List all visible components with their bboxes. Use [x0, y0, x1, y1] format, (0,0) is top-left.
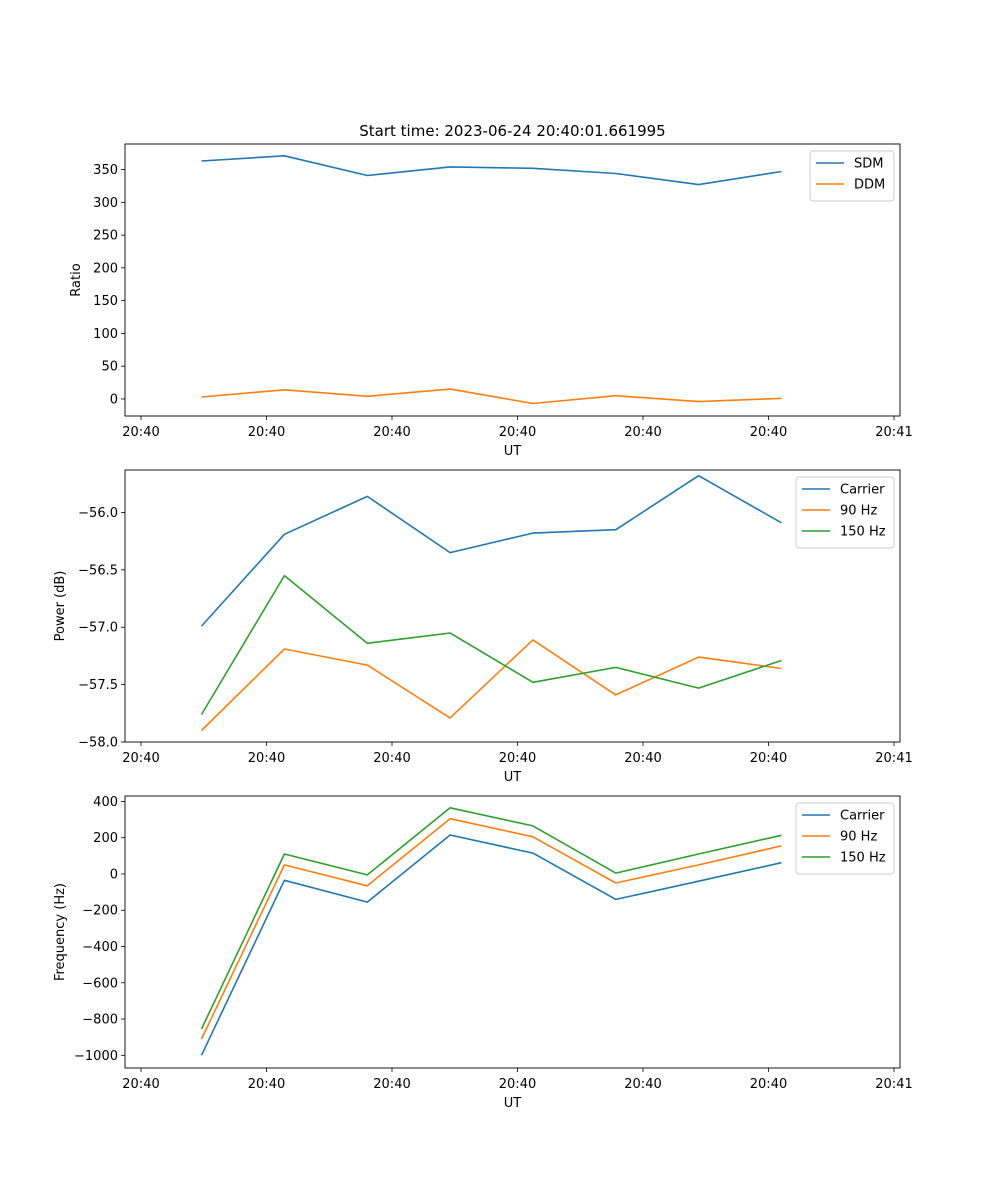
x-tick-label: 20:41 [875, 751, 912, 766]
y-axis-label: Power (dB) [53, 571, 68, 642]
plot-frame [124, 143, 901, 417]
x-tick-label: 20:40 [122, 751, 159, 766]
x-tick-label: 20:40 [499, 425, 536, 440]
x-tick-label: 20:40 [750, 425, 787, 440]
series-line-ddm [201, 388, 782, 405]
x-tick-label: 20:41 [875, 1077, 912, 1092]
y-tick-label: 350 [93, 163, 118, 178]
legend: Carrier 90 Hz 150 Hz [795, 476, 895, 549]
x-tick-label: 20:41 [875, 425, 912, 440]
x-tick-label: 20:40 [122, 1077, 159, 1092]
y-tick-label: −600 [82, 976, 118, 991]
series-line-sdm [201, 155, 782, 186]
y-tick-label: −400 [82, 940, 118, 955]
plot-frame [124, 795, 901, 1069]
legend-label: DDM [854, 178, 885, 193]
chart-panel-1: Start time: 2023-06-24 20:40:01.661995 0 5… [69, 122, 913, 459]
chart-panel-2: −58.0 −57.5 −57.0 −56.5 −56.0 20:40 20:40 20:40… [53, 469, 913, 785]
y-tick-label: −1000 [74, 1049, 118, 1064]
x-tick-label: 20:40 [750, 1077, 787, 1092]
y-tick-label: −57.5 [78, 678, 118, 693]
x-tick-label: 20:40 [624, 425, 661, 440]
legend-label: 90 Hz [840, 504, 877, 519]
y-tick-label: 200 [93, 261, 118, 276]
x-tick-label: 20:40 [499, 751, 536, 766]
y-tick-label: 400 [93, 795, 118, 810]
y-tick-label: −56.5 [78, 563, 118, 578]
legend-label: Carrier [840, 483, 885, 498]
x-axis-label: UT [504, 444, 522, 459]
y-tick-label: 300 [93, 196, 118, 211]
legend: SDM DDM [809, 150, 895, 202]
x-tick-label: 20:40 [248, 1077, 285, 1092]
y-tick-label: −58.0 [78, 736, 118, 751]
x-tick-label: 20:40 [248, 425, 285, 440]
x-axis-label: UT [504, 1096, 522, 1111]
x-axis-label: UT [504, 770, 522, 785]
y-tick-label: −57.0 [78, 621, 118, 636]
series-line-90-hz [200, 639, 782, 732]
y-axis-label: Frequency (Hz) [53, 883, 68, 981]
x-tick-label: 20:40 [248, 751, 285, 766]
series-line-carrier [200, 474, 782, 627]
y-tick-label: 150 [93, 294, 118, 309]
series-line-carrier [200, 834, 782, 1056]
x-tick-label: 20:40 [373, 751, 410, 766]
x-tick-label: 20:40 [373, 1077, 410, 1092]
series-line-150-hz [200, 574, 782, 715]
y-tick-label: 0 [110, 392, 118, 407]
y-tick-label: −800 [82, 1013, 118, 1028]
legend: Carrier 90 Hz 150 Hz [795, 802, 895, 875]
x-tick-label: 20:40 [750, 751, 787, 766]
x-tick-label: 20:40 [624, 1077, 661, 1092]
y-tick-label: 200 [93, 831, 118, 846]
y-tick-label: 100 [93, 327, 118, 342]
y-tick-label: −200 [82, 904, 118, 919]
chart-panel-3: −1000 −800 −600 −400 −200 0 200 400 20:40 20:40 20… [53, 795, 913, 1111]
series-line-90-hz [200, 817, 782, 1040]
y-tick-label: 0 [110, 867, 118, 882]
y-tick-label: 250 [93, 229, 118, 244]
y-tick-label: 50 [101, 360, 118, 375]
y-tick-label: −56.0 [78, 506, 118, 521]
series-line-150-hz [200, 806, 782, 1030]
legend-label: SDM [854, 157, 883, 172]
x-tick-label: 20:40 [499, 1077, 536, 1092]
legend-label: 90 Hz [840, 830, 877, 845]
legend-label: Carrier [840, 809, 885, 824]
legend-label: 150 Hz [840, 851, 886, 866]
x-tick-label: 20:40 [122, 425, 159, 440]
legend-label: 150 Hz [840, 525, 886, 540]
y-axis-label: Ratio [69, 263, 84, 296]
x-tick-label: 20:40 [373, 425, 410, 440]
x-tick-label: 20:40 [624, 751, 661, 766]
plot-frame [124, 469, 901, 743]
chart-title: Start time: 2023-06-24 20:40:01.661995 [359, 122, 665, 140]
